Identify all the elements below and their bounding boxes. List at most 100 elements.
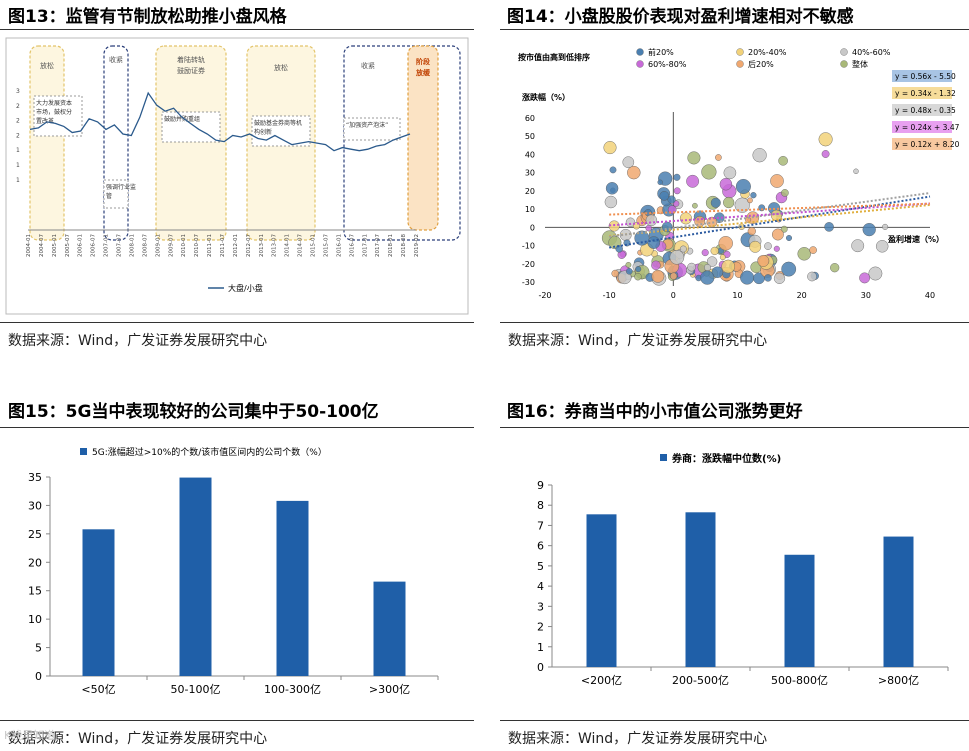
fig13-phase-box — [155, 45, 227, 241]
fig16-bar — [586, 514, 617, 667]
fig14-point — [609, 166, 617, 174]
fig14-y-tick: -10 — [522, 242, 535, 251]
fig13-y-tick: 2 — [16, 103, 20, 110]
fig15-bar — [373, 581, 406, 676]
fig15-bar — [82, 529, 115, 676]
fig16-title-rule — [500, 427, 969, 428]
fig13-phase-label: 收紧 — [361, 61, 375, 70]
fig14-legend-label: 60%-80% — [648, 60, 687, 69]
fig14-legend-marker — [636, 48, 644, 56]
fig13-note-text: “加强资产泡沫” — [346, 121, 388, 129]
fig14-point — [735, 178, 751, 194]
fig14-point — [701, 164, 717, 180]
fig16-title: 图16：券商当中的小市值公司涨势更好 — [507, 402, 803, 422]
fig16-y-tick: 3 — [537, 600, 544, 613]
fig14-point — [715, 154, 722, 161]
fig14-equation-box — [892, 87, 952, 99]
fig13-phase-box — [29, 45, 65, 241]
fig13-x-tick: 2008-01 — [129, 234, 135, 257]
fig14-point — [721, 259, 735, 274]
fig14-point — [809, 246, 817, 254]
fig14-point — [700, 270, 715, 285]
fig14-point — [723, 166, 737, 180]
fig13-phase-label: 放松 — [40, 61, 54, 70]
fig14-point — [706, 216, 718, 228]
fig14-ylabel: 涨跌幅（%） — [522, 92, 570, 102]
fig13-x-tick: 2012-07 — [246, 234, 252, 257]
fig14-point — [645, 214, 658, 227]
fig13-x-tick: 2004-07 — [39, 234, 45, 257]
fig15-bar — [179, 477, 212, 676]
fig13-note-text: 鼓励基金券商等机 — [254, 119, 302, 127]
fig14-equation-box — [892, 138, 952, 150]
fig16-y-tick: 5 — [537, 560, 544, 573]
fig14-point — [669, 249, 685, 265]
fig14-point — [824, 222, 834, 232]
fig14-point — [679, 245, 687, 253]
fig15-y-tick: 30 — [28, 499, 42, 512]
fig14-point — [701, 249, 709, 257]
fig14-point — [780, 225, 788, 233]
fig13-x-tick: 2018-08 — [401, 234, 407, 257]
fig14-y-tick: 30 — [525, 169, 535, 178]
fig14-equation-box — [892, 104, 952, 116]
fig13-title: 图13：监管有节制放松助推小盘风格 — [8, 7, 287, 27]
fig13-note-box — [161, 111, 221, 143]
fig13-series-line — [29, 91, 411, 152]
fig14-chart: 按市值由高到低排序 前20% 20%-40% 40%-60% 60%-80% 后20% 整… — [518, 47, 960, 300]
fig14-point — [670, 272, 678, 280]
fig14-point — [603, 141, 617, 155]
fig13-x-tick: 2007-07 — [117, 234, 123, 257]
fig14-point — [750, 192, 757, 199]
fig13-x-tick: 2017-07 — [375, 234, 381, 257]
fig13-note-box — [103, 179, 129, 209]
fig13-x-tick: 2008-07 — [142, 234, 148, 257]
fig14-point — [710, 246, 719, 256]
fig14-point — [651, 260, 661, 271]
fig14-equation-box — [892, 121, 952, 133]
fig15-legend-swatch — [80, 448, 87, 455]
fig14-point — [622, 156, 635, 168]
fig16-legend-label: 券商：涨跌幅中位数(%) — [671, 452, 781, 465]
fig16-y-tick: 7 — [537, 519, 544, 532]
fig14-point — [692, 202, 698, 209]
fig14-point — [651, 269, 665, 283]
fig14-point — [635, 266, 642, 273]
fig14-x-tick: 20 — [797, 291, 807, 300]
fig14-y-tick: 60 — [525, 114, 535, 123]
fig13-x-tick: 2011-07 — [220, 234, 226, 257]
fig13-legend-label: 大盘/小盘 — [228, 283, 263, 293]
fig14-legend-marker — [736, 60, 744, 68]
fig14-source-rule — [500, 322, 969, 323]
fig14-trendline — [609, 203, 931, 237]
fig14-equation: y = 0.24x + 3.47 — [895, 123, 960, 132]
fig14-point — [627, 165, 641, 180]
fig13-y-tick: 2 — [16, 118, 20, 125]
fig13-x-tick: 2014-01 — [285, 234, 291, 257]
fig14-point — [686, 174, 700, 188]
fig13-x-tick: 2007-01 — [104, 234, 110, 257]
fig13-note-text: 大力发展资本 — [36, 99, 72, 107]
fig13-note-box — [343, 117, 401, 141]
fig14-point — [786, 234, 793, 241]
fig14-point — [778, 156, 788, 166]
fig14-point — [687, 151, 701, 165]
fig16-legend-swatch — [660, 454, 667, 461]
fig15-source-rule — [0, 720, 474, 721]
fig14-legend-marker — [736, 48, 744, 56]
fig16-y-tick: 0 — [537, 661, 544, 674]
fig14-point — [667, 195, 676, 204]
fig14-point — [710, 197, 721, 208]
fig14-y-tick: -30 — [522, 278, 535, 287]
fig14-y-tick: 0 — [530, 223, 535, 232]
fig13-phase-label: 阶段 — [416, 57, 430, 66]
fig14-point — [747, 227, 756, 236]
fig16-y-tick: 9 — [537, 479, 544, 492]
fig15-x-tick: 50-100亿 — [171, 683, 221, 696]
fig14-x-tick: 10 — [732, 291, 742, 300]
fig14-legend-marker — [840, 48, 848, 56]
fig14-title: 图14：小盘股股价表现对盈利增速相对不敏感 — [507, 7, 854, 27]
fig14-point — [818, 132, 833, 147]
fig14-y-tick: 10 — [525, 205, 535, 214]
fig13-x-tick: 2018-01 — [388, 234, 394, 257]
